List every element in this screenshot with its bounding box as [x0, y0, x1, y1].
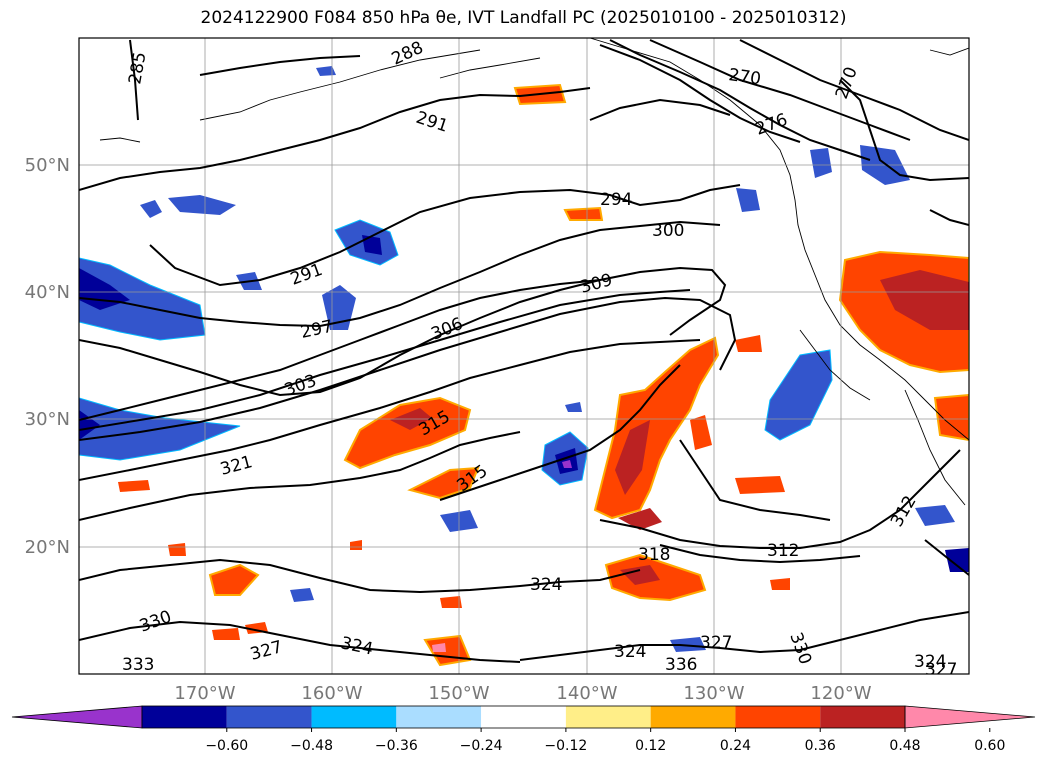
lat-label: 40°N	[25, 282, 70, 303]
colorbar-segment	[650, 706, 736, 728]
colorbar-tick-label: −0.24	[460, 738, 503, 754]
longitude-labels: 170°W 160°W 150°W 140°W 130°W 120°W	[174, 683, 871, 704]
lat-label: 50°N	[25, 155, 70, 176]
contour-label: 324	[614, 642, 646, 662]
map-area: 285 288 291 291 294 297 300 303 306 309 …	[79, 38, 969, 680]
colorbar-segment	[11, 705, 143, 729]
colorbar-tick-label: −0.48	[290, 738, 333, 754]
colorbar-tick-label: −0.12	[544, 738, 587, 754]
contour-label: 327	[700, 633, 732, 653]
lon-label: 140°W	[556, 683, 617, 704]
map-title: 2024122900 F084 850 hPa θe, IVT Landfall…	[200, 8, 847, 28]
lon-label: 160°W	[301, 683, 362, 704]
lon-label: 170°W	[174, 683, 235, 704]
colorbar-tick-label: −0.60	[205, 738, 248, 754]
gridlines	[79, 38, 969, 674]
colorbar-segment	[142, 706, 227, 728]
colorbar-segment	[735, 706, 821, 728]
colorbar-tick-label: 0.36	[805, 738, 836, 754]
lat-label: 20°N	[25, 537, 70, 558]
contour-label: 270	[727, 65, 762, 89]
contour-label: 300	[652, 221, 684, 241]
colorbar: −0.60 −0.48 −0.36 −0.24 −0.12 0.12 0.24 0.36 0.4…	[11, 705, 1036, 754]
colorbar-segment	[565, 706, 651, 728]
lon-label: 130°W	[683, 683, 744, 704]
lon-label: 150°W	[428, 683, 489, 704]
theta-e-contours	[79, 39, 969, 663]
lat-label: 30°N	[25, 409, 70, 430]
contour-label: 312	[767, 541, 799, 561]
colorbar-segment	[311, 706, 397, 728]
latitude-labels: 50°N 40°N 30°N 20°N	[25, 155, 70, 558]
colorbar-tick-label: 0.48	[889, 738, 920, 754]
contour-label: 318	[638, 545, 670, 565]
colorbar-segment	[820, 706, 905, 728]
colorbar-tick-label: −0.36	[375, 738, 418, 754]
colorbar-segment	[226, 706, 312, 728]
contour-label: 336	[665, 655, 697, 675]
contour-label: 294	[600, 190, 632, 210]
ivt-fill-regions	[79, 66, 969, 667]
contour-label: 333	[122, 655, 154, 675]
contour-label: 324	[914, 652, 946, 672]
colorbar-tick-label: 0.12	[635, 738, 666, 754]
contour-label: 327	[925, 660, 957, 680]
colorbar-segment	[396, 706, 482, 728]
contour-label: 324	[530, 575, 562, 595]
colorbar-segment	[904, 705, 1036, 729]
colorbar-tick-label: 0.24	[720, 738, 751, 754]
colorbar-tick-label: 0.60	[974, 738, 1005, 754]
map-frame	[78, 37, 970, 675]
lon-label: 120°W	[810, 683, 871, 704]
colorbar-segment	[481, 706, 566, 728]
colorbar-border	[141, 705, 906, 729]
